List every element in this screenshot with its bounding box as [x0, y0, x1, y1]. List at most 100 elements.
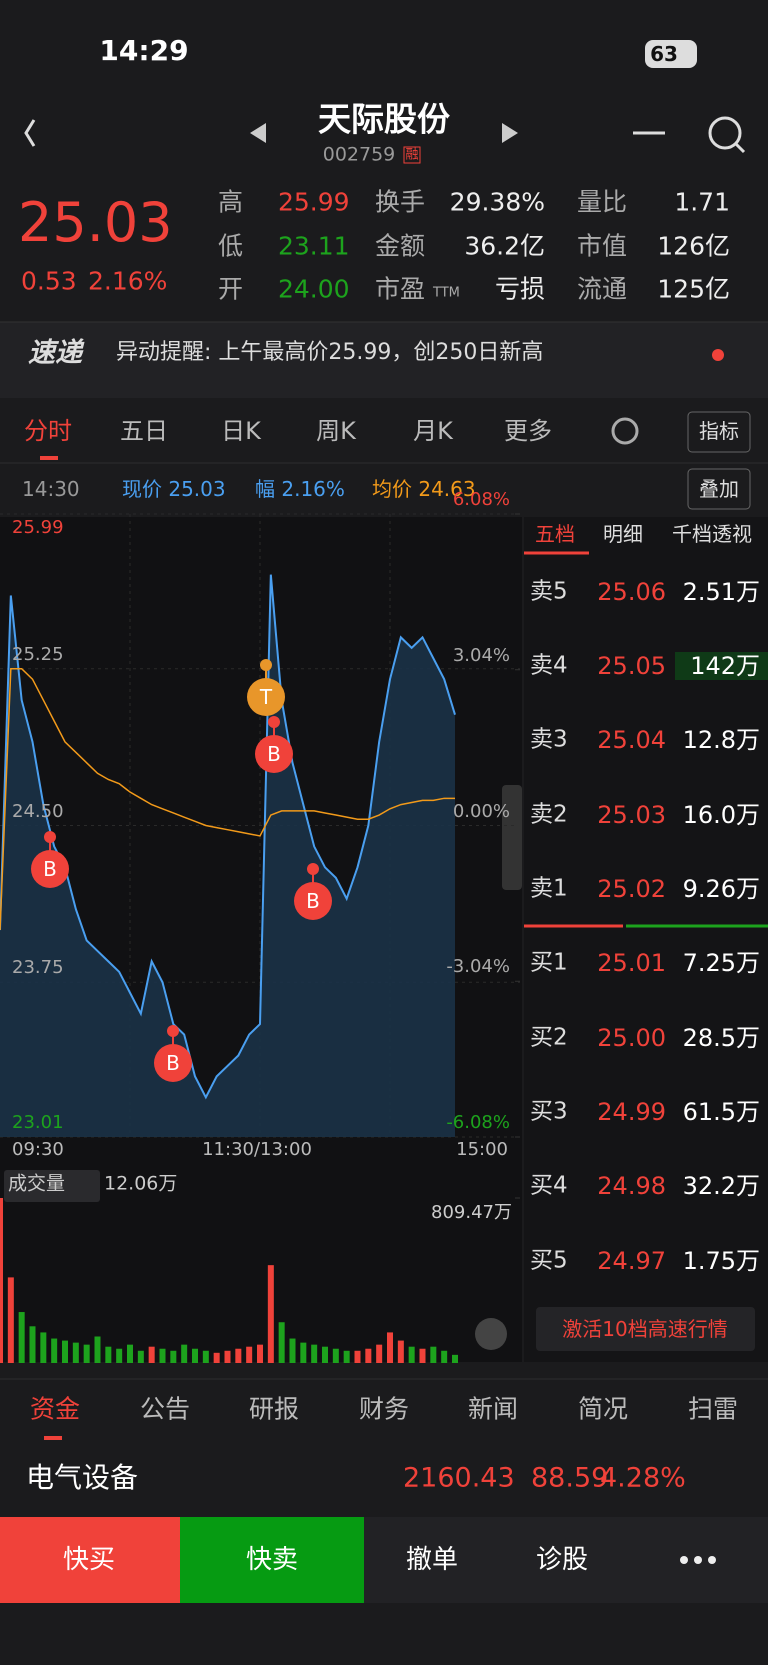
sell-button[interactable]	[180, 1517, 364, 1603]
book-tab[interactable]: 千档透视	[672, 522, 752, 546]
volume-bar	[40, 1332, 47, 1363]
chart-tab[interactable]: 日K	[221, 417, 261, 445]
chart-tab[interactable]: 周K	[316, 417, 356, 445]
stat-value: 1.71	[674, 187, 730, 217]
tab-underline	[40, 456, 58, 460]
volume-bar	[202, 1350, 209, 1363]
book-level: 卖1	[530, 875, 568, 902]
stat-label: 市盈	[375, 274, 426, 304]
info-tab[interactable]: 新闻	[467, 1394, 519, 1424]
panel-handle[interactable]	[502, 785, 522, 890]
stat-label: 换手	[375, 187, 426, 217]
book-tab[interactable]: 明细	[603, 522, 643, 546]
book-price: 25.06	[597, 578, 666, 606]
marker-label: B	[166, 1051, 180, 1075]
book-volume: 32.2万	[682, 1172, 760, 1200]
info-time: 14:30	[22, 477, 80, 501]
volume-bar	[137, 1350, 144, 1363]
volume-bar	[397, 1340, 404, 1363]
info-tab[interactable]: 扫雷	[687, 1394, 739, 1424]
more-dot	[708, 1556, 716, 1564]
indicator-button[interactable]: 指标	[699, 419, 739, 443]
button-border[interactable]	[687, 411, 751, 453]
book-level: 买5	[530, 1247, 568, 1274]
book-tab[interactable]: 五档	[535, 522, 575, 546]
alert-bar	[0, 322, 768, 398]
expand-icon[interactable]	[475, 1318, 507, 1350]
book-price: 25.05	[597, 652, 666, 680]
back-icon[interactable]	[24, 119, 36, 147]
avg-line	[0, 667, 455, 931]
book-price: 24.98	[597, 1172, 666, 1200]
volume-bar	[311, 1344, 318, 1363]
stat-value: 36.2亿	[464, 231, 545, 261]
search-icon[interactable]	[708, 116, 742, 150]
action-button[interactable]: 快卖	[245, 1545, 299, 1575]
volume-bar	[18, 1312, 25, 1363]
ttm-label: TTM	[433, 285, 460, 301]
chart-tab[interactable]: 分时	[24, 417, 72, 445]
order-book-bg	[524, 517, 768, 1362]
info-tab[interactable]: 公告	[139, 1394, 191, 1424]
book-level: 卖2	[530, 801, 568, 828]
settings-icon[interactable]	[611, 417, 639, 445]
volume-bar	[289, 1338, 296, 1363]
book-price: 25.02	[597, 875, 666, 903]
action-button[interactable]: 快买	[62, 1545, 116, 1575]
battery-icon	[645, 40, 697, 68]
marker-dot	[167, 1025, 179, 1037]
buy-button[interactable]	[0, 1517, 180, 1603]
action-button[interactable]: 诊股	[535, 1545, 589, 1575]
volume-bar	[267, 1265, 274, 1363]
book-level: 买3	[530, 1098, 568, 1125]
volume-bar	[0, 1198, 3, 1363]
info-tab[interactable]: 财务	[358, 1394, 410, 1424]
more-dot[interactable]	[680, 1556, 688, 1564]
button-border[interactable]	[687, 468, 751, 510]
overlay-button[interactable]: 叠加	[699, 477, 739, 501]
prev-icon[interactable]	[250, 123, 266, 143]
volume-bar	[452, 1354, 458, 1363]
tab-underline	[44, 1436, 62, 1440]
stat-label: 高	[218, 187, 244, 217]
y-tick-label: 23.01	[12, 1112, 64, 1133]
info-tab[interactable]: 研报	[248, 1394, 300, 1424]
price-line	[0, 574, 456, 1100]
sector-name[interactable]: 电气设备	[26, 1461, 139, 1494]
stat-value: 23.11	[278, 231, 350, 261]
book-volume: 16.0万	[682, 801, 760, 829]
next-icon[interactable]	[502, 123, 518, 143]
book-volume: 61.5万	[682, 1098, 760, 1126]
x-tick-label: 09:30	[12, 1139, 64, 1160]
chart-tab[interactable]: 月K	[413, 417, 453, 445]
marker-dot	[268, 716, 280, 728]
y2-tick-label: 0.00%	[452, 800, 510, 822]
volume-bar	[300, 1342, 307, 1363]
action-button[interactable]: 撤单	[405, 1545, 459, 1575]
volume-bar	[116, 1348, 123, 1363]
trade-marker	[31, 850, 69, 888]
volume-selector[interactable]	[4, 1170, 100, 1202]
alert-logo: 速递	[28, 337, 82, 369]
stat-value: 29.38%	[449, 187, 545, 217]
book-price: 25.01	[597, 949, 666, 977]
chart-tab[interactable]: 更多	[504, 417, 552, 445]
stat-label: 低	[218, 231, 244, 261]
volume-bar	[7, 1277, 14, 1363]
info-tab[interactable]: 简况	[577, 1394, 629, 1424]
volume-selector-label[interactable]: 成交量	[8, 1172, 66, 1195]
y2-tick-label: 3.04%	[452, 644, 510, 666]
stat-value: 亏损	[494, 274, 545, 304]
volume-bar	[332, 1348, 339, 1363]
volume-bar	[322, 1346, 328, 1363]
book-volume: 12.8万	[682, 726, 760, 754]
marker-label: B	[306, 889, 320, 913]
chart-tab[interactable]: 五日	[120, 417, 168, 445]
info-tab[interactable]: 资金	[29, 1394, 81, 1424]
margin-badge: 融	[403, 146, 421, 164]
button-bg[interactable]	[536, 1307, 755, 1351]
change: 0.53	[21, 266, 77, 296]
activate-button[interactable]: 激活10档高速行情	[562, 1317, 728, 1341]
volume-max-label: 809.47万	[431, 1202, 512, 1223]
